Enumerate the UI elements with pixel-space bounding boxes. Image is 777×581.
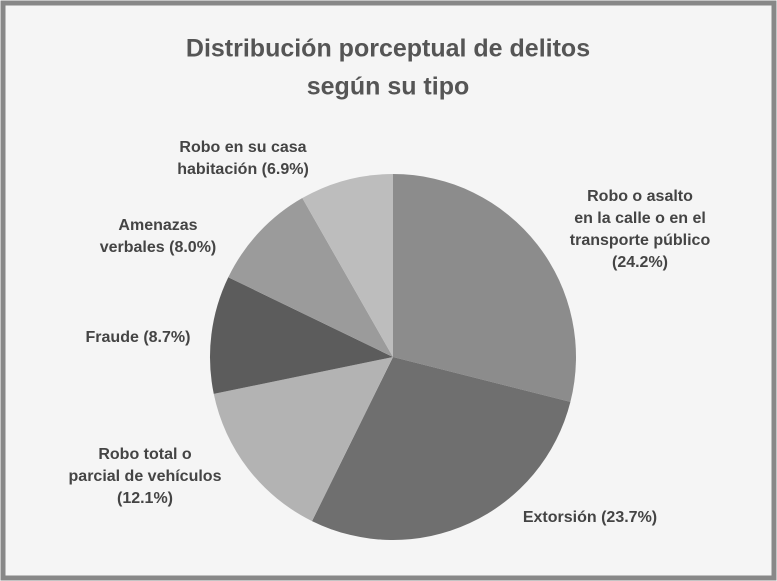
- slice-label: transporte público: [570, 232, 711, 249]
- slice-label: Robo o asalto: [587, 188, 693, 205]
- slice-label: Amenazas: [118, 217, 197, 234]
- slice-label: Robo en su casa: [179, 139, 306, 156]
- slice-label: Fraude (8.7%): [86, 329, 191, 346]
- slice-label: verbales (8.0%): [100, 239, 217, 256]
- slice-label: parcial de vehículos: [69, 468, 222, 485]
- chart-title: según su tipo: [307, 73, 470, 101]
- slice-label: (24.2%): [612, 254, 668, 271]
- pie-slice: [213, 357, 393, 522]
- chart-title: Distribución porceptual de delitos: [186, 35, 590, 63]
- pie-slice: [302, 174, 393, 357]
- slice-label: Extorsión (23.7%): [523, 509, 657, 526]
- pie-slice: [393, 174, 576, 402]
- pie-slice: [210, 277, 393, 394]
- pie-slice: [312, 357, 571, 540]
- pie-slice: [228, 198, 393, 357]
- slice-label: Robo total o: [98, 446, 192, 463]
- slice-label: habitación (6.9%): [177, 161, 309, 178]
- slice-label: en la calle o en el: [574, 210, 706, 227]
- slice-label: (12.1%): [117, 490, 173, 507]
